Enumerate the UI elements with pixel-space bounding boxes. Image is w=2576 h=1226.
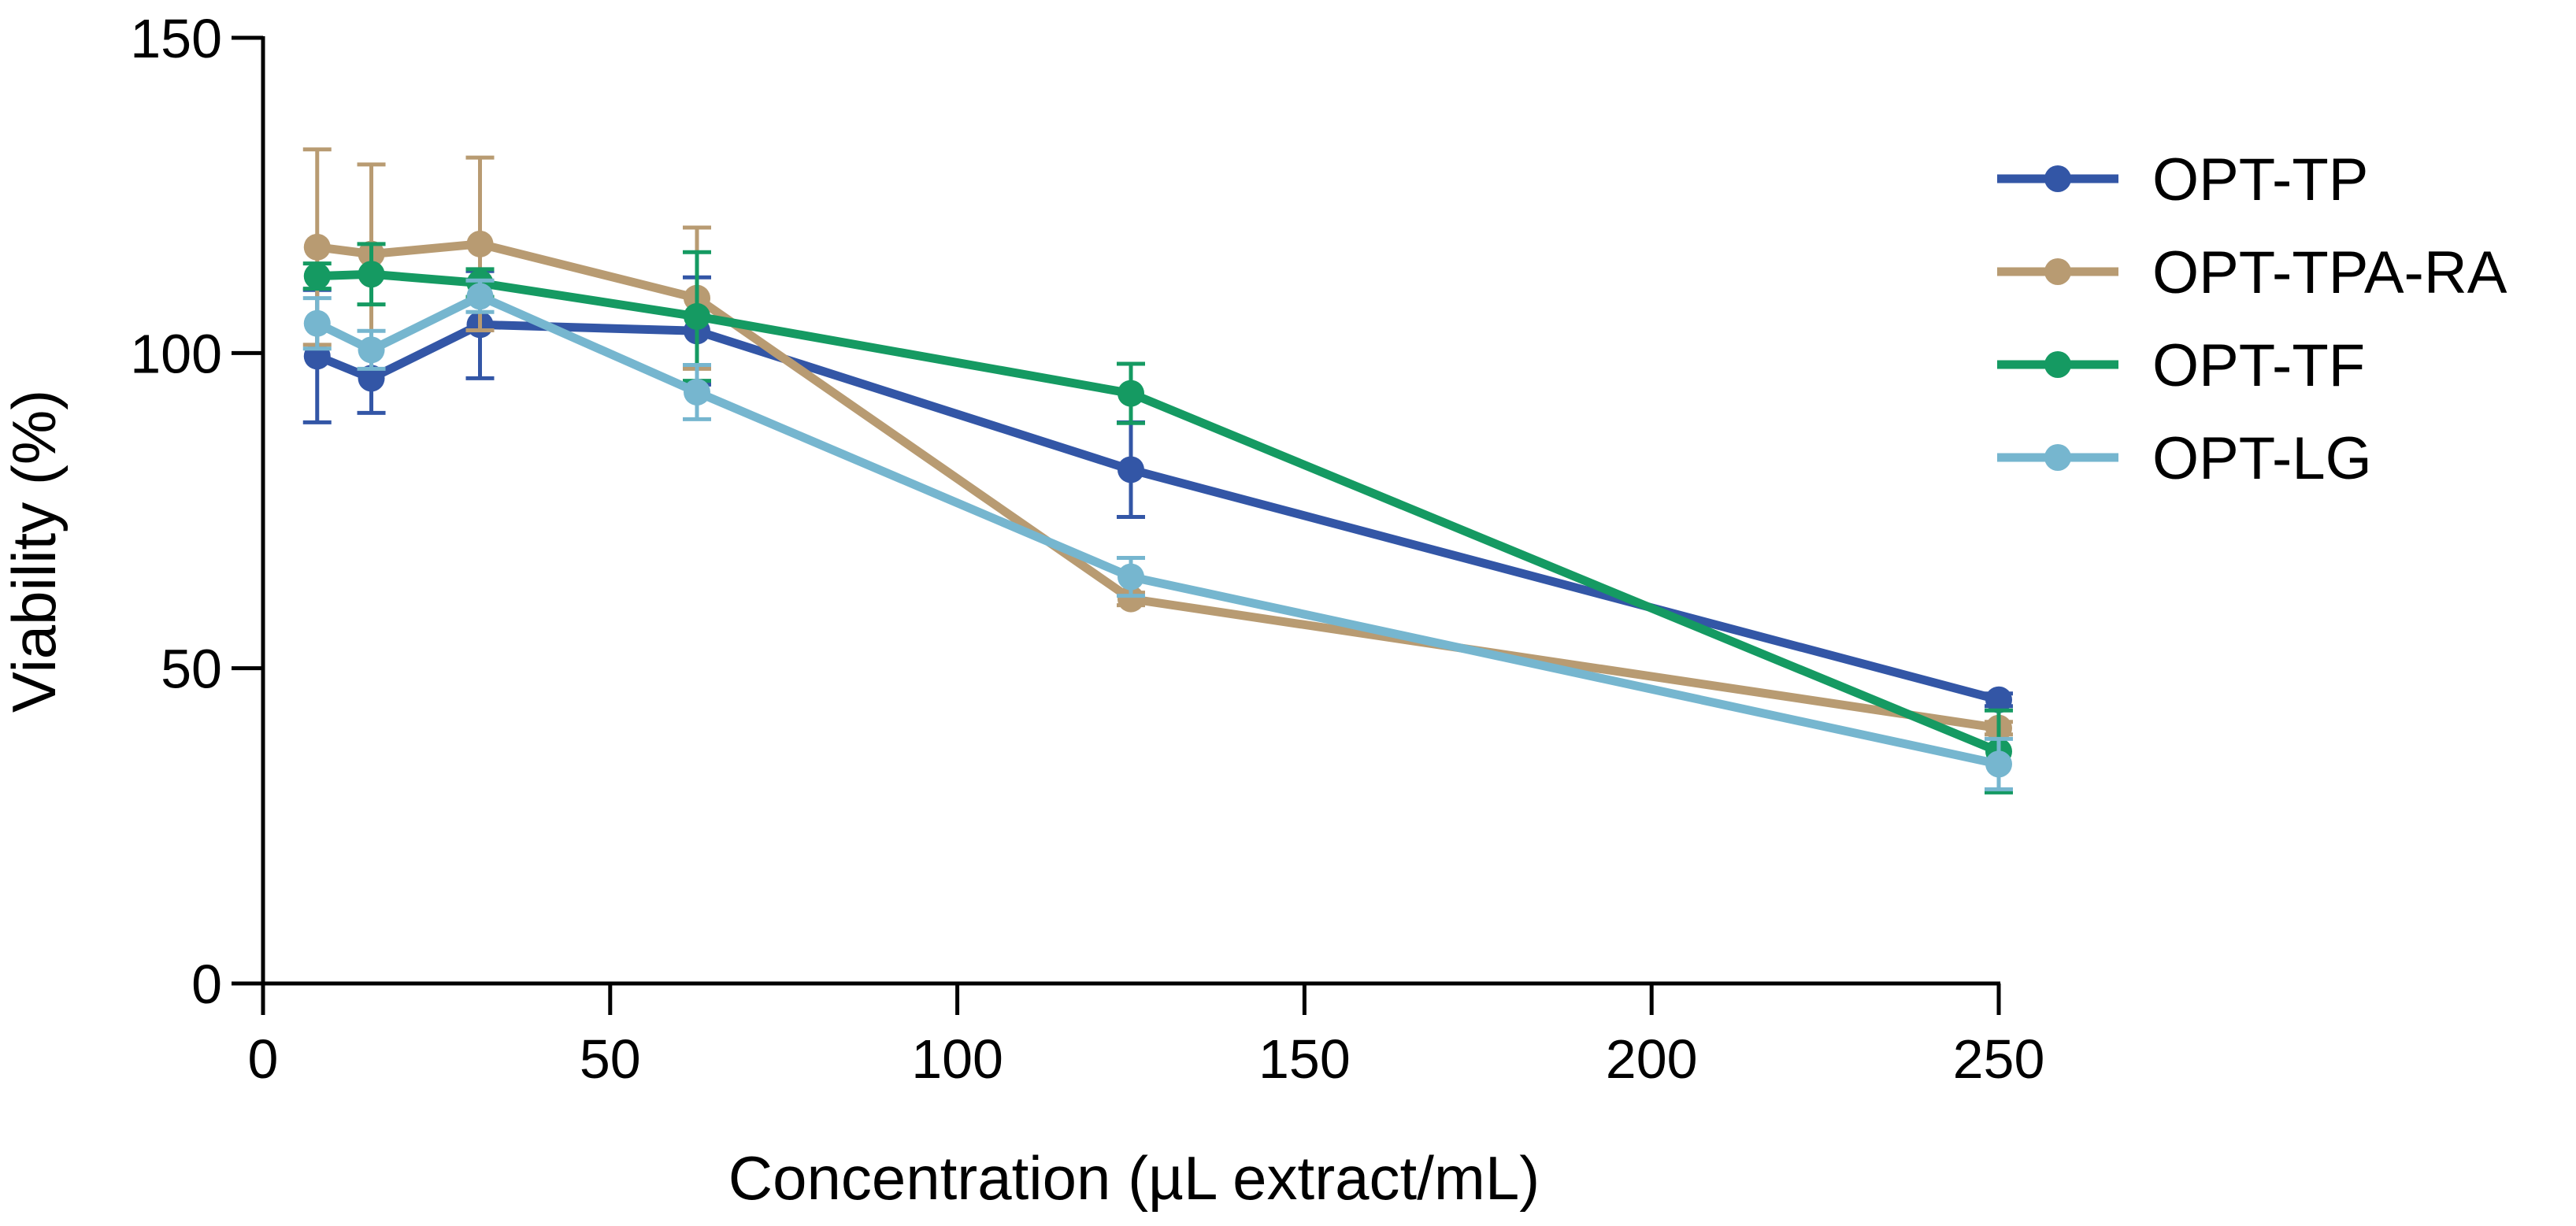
y-tick-label: 100	[130, 323, 222, 384]
legend-item: OPT-TPA-RA	[1997, 239, 2507, 306]
data-point	[466, 283, 494, 310]
data-point	[358, 365, 385, 392]
data-point	[684, 378, 710, 406]
x-tick-label: 250	[1953, 1028, 2045, 1090]
data-point	[466, 230, 494, 257]
legend-item: OPT-LG	[1997, 425, 2372, 492]
series-opt-tf	[302, 242, 2013, 794]
data-point	[684, 302, 710, 330]
series-line	[317, 269, 2001, 756]
legend-label: OPT-TPA-RA	[2152, 239, 2507, 306]
data-point	[358, 336, 385, 364]
legend-item: OPT-TF	[1997, 332, 2365, 399]
data-point	[1985, 750, 2012, 778]
y-tick-label: 150	[130, 8, 222, 69]
data-point	[303, 262, 331, 290]
x-tick-label: 100	[911, 1028, 1003, 1090]
data-point	[303, 309, 331, 337]
data-point	[1118, 380, 1144, 407]
legend-swatch-marker	[2044, 351, 2071, 378]
legend-label: OPT-LG	[2152, 425, 2372, 492]
legend-swatch-marker	[2044, 165, 2071, 192]
legend-label: OPT-TP	[2152, 146, 2368, 213]
x-tick-label: 0	[248, 1028, 279, 1090]
data-point	[1118, 563, 1144, 591]
data-point	[1118, 456, 1144, 483]
plot-area	[302, 147, 2013, 794]
legend-item: OPT-TP	[1997, 146, 2368, 213]
legend-swatch-marker	[2044, 258, 2071, 285]
y-tick-label: 0	[191, 954, 222, 1015]
series-opt-lg	[302, 278, 2013, 791]
x-axis-title: Concentration (µL extract/mL)	[728, 1143, 1540, 1213]
data-point	[1985, 686, 2012, 713]
y-tick-label: 50	[161, 639, 222, 700]
legend-swatch-marker	[2044, 444, 2071, 471]
data-point	[1118, 585, 1144, 613]
axes: 0 50 100 150 0 50 100 150 200 250	[130, 8, 2044, 1090]
x-tick-label: 150	[1258, 1028, 1351, 1090]
legend-label: OPT-TF	[2152, 332, 2365, 399]
y-axis-title: Viability (%)	[0, 390, 69, 713]
x-tick-label: 200	[1606, 1028, 1698, 1090]
data-point	[303, 233, 331, 261]
series-line	[317, 239, 2000, 733]
x-tick-label: 50	[580, 1028, 641, 1090]
data-point	[358, 261, 385, 288]
legend: OPT-TP OPT-TPA-RA OPT-TF OPT-LG	[1997, 146, 2507, 492]
